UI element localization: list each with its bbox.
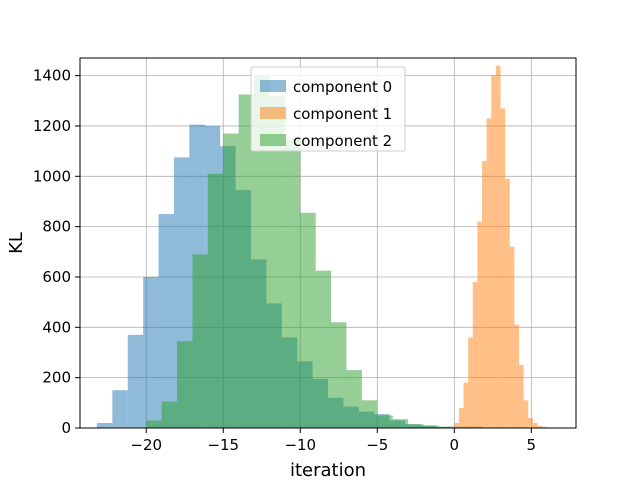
histogram-bar [423, 425, 439, 428]
histogram-bar [463, 382, 469, 428]
histogram-bar [491, 75, 496, 428]
histogram-bar [143, 276, 159, 428]
histogram-bar [542, 426, 547, 428]
y-tick-label: 1400 [33, 67, 71, 85]
histogram-bar [477, 221, 483, 428]
y-tick-label: 0 [61, 419, 71, 437]
histogram-bar [161, 401, 178, 428]
histogram-bar [486, 118, 492, 428]
series-1 [454, 65, 547, 429]
histogram-bar [177, 341, 193, 428]
x-tick-label: 0 [450, 436, 460, 454]
histogram-bar [315, 270, 332, 428]
histogram-bar [500, 108, 506, 428]
histogram-bar [207, 173, 224, 428]
legend-box [250, 66, 406, 152]
histogram-bar [300, 212, 316, 428]
histogram-bar [223, 133, 239, 429]
histogram-bar [458, 407, 464, 428]
histogram-bar [146, 420, 162, 428]
histogram-bar [238, 94, 255, 429]
histogram-bar [112, 390, 128, 428]
histogram-bar [468, 337, 473, 428]
histogram-bar [514, 324, 520, 428]
legend-label: component 1 [293, 105, 392, 123]
legend-label: component 2 [293, 132, 392, 150]
legend-swatch [260, 134, 286, 146]
histogram-bar [346, 370, 362, 428]
histogram-bar [392, 419, 409, 428]
histogram-bar [408, 424, 424, 428]
histogram-bar [127, 334, 144, 428]
legend: component 0 component 1 component 2 [250, 66, 406, 152]
y-tick-label: 800 [42, 218, 71, 236]
y-tick-label: 200 [42, 369, 71, 387]
histogram-bar [537, 425, 543, 428]
histogram-bar [284, 138, 301, 428]
plot-frame [79, 57, 577, 429]
x-axis-label: iteration [290, 460, 366, 480]
series-2 [146, 75, 455, 429]
histogram-bar [192, 254, 208, 428]
y-tick-label: 600 [42, 268, 71, 286]
histogram-bar [482, 161, 487, 429]
x-tick-label: −15 [207, 436, 239, 454]
histogram-bar [331, 322, 347, 428]
y-tick-label: 1000 [33, 167, 71, 185]
histogram-bar [528, 417, 533, 428]
histogram-bar [523, 400, 529, 428]
histogram-bar [519, 365, 524, 428]
histogram-bar [438, 426, 455, 428]
legend-swatch [260, 107, 286, 119]
histogram-bar [269, 95, 285, 429]
y-tick-label: 400 [42, 318, 71, 336]
histogram-bar [472, 282, 478, 428]
histogram-bars [96, 65, 547, 429]
x-tick-label: 5 [527, 436, 537, 454]
histogram-bar [96, 422, 113, 428]
y-tick-label: 1200 [33, 117, 71, 135]
histogram-bar [158, 214, 174, 428]
y-axis-label: KL [6, 232, 27, 254]
histogram-bar [532, 422, 538, 428]
histogram-bar [509, 246, 515, 428]
histogram-bar [505, 178, 510, 428]
histogram-bar [454, 422, 459, 428]
histogram-bar [377, 415, 393, 428]
x-tick-label: −5 [366, 436, 388, 454]
histogram-bar [361, 400, 378, 428]
x-tick-label: −20 [130, 436, 162, 454]
histogram-bar [254, 75, 270, 428]
legend-swatch [260, 80, 286, 92]
legend-label: component 0 [293, 78, 392, 96]
histogram-bar [495, 65, 501, 428]
x-tick-label: −10 [284, 436, 316, 454]
axis-ticks: −20 −15 −10 −5 0 5 0 200 400 600 800 1000 1200 1400 [33, 67, 536, 454]
